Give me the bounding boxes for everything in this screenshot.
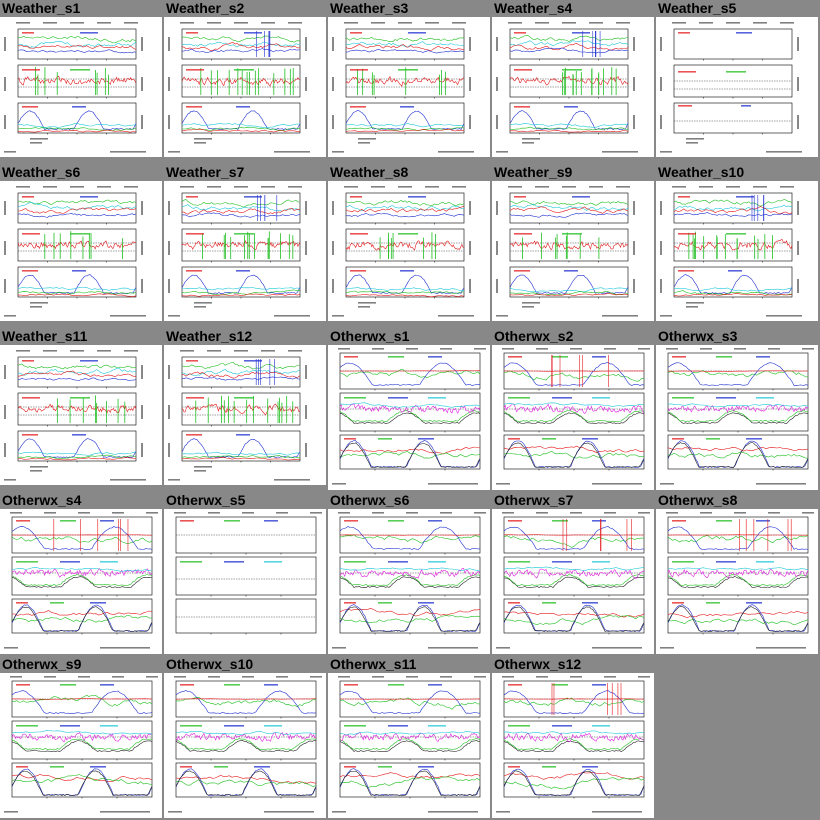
thumbnail-tile[interactable]: Weather_s9: [492, 164, 656, 328]
thumbnail-title: Otherwx_s1: [330, 328, 409, 344]
thumbnail-plot-graphic: [492, 181, 654, 321]
thumbnail-tile[interactable]: Weather_s2: [164, 0, 328, 164]
thumbnail-tile[interactable]: Weather_s7: [164, 164, 328, 328]
thumbnail-tile[interactable]: Otherwx_s5: [164, 492, 328, 656]
thumbnail-plot-graphic: [328, 17, 490, 157]
thumbnail-plot-image[interactable]: [164, 345, 326, 485]
thumbnail-plot-graphic: [164, 509, 326, 654]
thumbnail-plot-graphic: [656, 17, 818, 157]
thumbnail-plot-graphic: [492, 17, 654, 157]
thumbnail-plot-graphic: [164, 181, 326, 321]
thumbnail-title: Otherwx_s12: [494, 656, 581, 672]
thumbnail-plot-graphic: [0, 181, 162, 321]
thumbnail-title: Weather_s4: [494, 0, 572, 16]
thumbnail-tile[interactable]: Otherwx_s3: [656, 328, 820, 492]
thumbnail-plot-graphic: [656, 509, 818, 654]
thumbnail-plot-image[interactable]: [328, 181, 490, 321]
thumbnail-title: Otherwx_s8: [658, 492, 737, 508]
thumbnail-plot-image[interactable]: [492, 345, 654, 490]
thumbnail-title: Weather_s7: [166, 164, 244, 180]
thumbnail-tile[interactable]: Otherwx_s8: [656, 492, 820, 656]
thumbnail-title: Weather_s8: [330, 164, 408, 180]
thumbnail-plot-image[interactable]: [656, 345, 818, 490]
thumbnail-plot-graphic: [0, 673, 162, 818]
thumbnail-title: Otherwx_s2: [494, 328, 573, 344]
thumbnail-plot-graphic: [164, 345, 326, 485]
thumbnail-title: Otherwx_s6: [330, 492, 409, 508]
thumbnail-plot-graphic: [328, 509, 490, 654]
thumbnail-plot-image[interactable]: [0, 345, 162, 485]
thumbnail-title: Weather_s3: [330, 0, 408, 16]
thumbnail-title: Weather_s6: [2, 164, 80, 180]
thumbnail-plot-image[interactable]: [164, 181, 326, 321]
thumbnail-tile[interactable]: Weather_s4: [492, 0, 656, 164]
thumbnail-title: Weather_s2: [166, 0, 244, 16]
thumbnail-plot-image[interactable]: [656, 17, 818, 157]
thumbnail-plot-image[interactable]: [492, 673, 654, 818]
thumbnail-plot-image[interactable]: [656, 509, 818, 654]
thumbnail-title: Otherwx_s3: [658, 328, 737, 344]
thumbnail-tile[interactable]: Weather_s5: [656, 0, 820, 164]
thumbnail-plot-image[interactable]: [0, 17, 162, 157]
thumbnail-title: Otherwx_s4: [2, 492, 81, 508]
thumbnail-plot-graphic: [492, 345, 654, 490]
thumbnail-plot-image[interactable]: [0, 509, 162, 654]
thumbnail-plot-graphic: [328, 181, 490, 321]
thumbnail-tile[interactable]: Otherwx_s6: [328, 492, 492, 656]
thumbnail-title: Otherwx_s5: [166, 492, 245, 508]
thumbnail-plot-graphic: [164, 673, 326, 818]
thumbnail-plot-graphic: [656, 345, 818, 490]
thumbnail-plot-image[interactable]: [328, 17, 490, 157]
thumbnail-plot-graphic: [328, 673, 490, 818]
thumbnail-title: Otherwx_s7: [494, 492, 573, 508]
thumbnail-plot-image[interactable]: [492, 181, 654, 321]
thumbnail-tile[interactable]: Otherwx_s7: [492, 492, 656, 656]
thumbnail-tile[interactable]: Otherwx_s11: [328, 656, 492, 820]
thumbnail-plot-image[interactable]: [164, 17, 326, 157]
thumbnail-tile[interactable]: Weather_s1: [0, 0, 164, 164]
thumbnail-plot-image[interactable]: [0, 673, 162, 818]
thumbnail-plot-image[interactable]: [328, 345, 490, 490]
thumbnail-plot-image[interactable]: [164, 509, 326, 654]
thumbnail-title: Weather_s10: [658, 164, 744, 180]
thumbnail-title: Otherwx_s9: [2, 656, 81, 672]
thumbnail-plot-graphic: [164, 17, 326, 157]
thumbnail-tile[interactable]: Otherwx_s10: [164, 656, 328, 820]
thumbnail-tile[interactable]: Otherwx_s4: [0, 492, 164, 656]
thumbnail-plot-graphic: [492, 673, 654, 818]
thumbnail-tile[interactable]: Weather_s12: [164, 328, 328, 492]
thumbnail-tile[interactable]: Weather_s8: [328, 164, 492, 328]
thumbnail-plot-image[interactable]: [492, 509, 654, 654]
thumbnail-plot-graphic: [656, 181, 818, 321]
thumbnail-plot-image[interactable]: [328, 509, 490, 654]
thumbnail-tile[interactable]: Weather_s3: [328, 0, 492, 164]
thumbnail-tile[interactable]: Otherwx_s1: [328, 328, 492, 492]
thumbnail-plot-graphic: [492, 509, 654, 654]
thumbnail-plot-image[interactable]: [164, 673, 326, 818]
thumbnail-title: Weather_s5: [658, 0, 736, 16]
thumbnail-plot-graphic: [0, 17, 162, 157]
thumbnail-tile[interactable]: Otherwx_s2: [492, 328, 656, 492]
thumbnail-plot-image[interactable]: [656, 181, 818, 321]
thumbnail-title: Weather_s1: [2, 0, 80, 16]
thumbnail-title: Otherwx_s10: [166, 656, 253, 672]
thumbnail-tile[interactable]: Weather_s10: [656, 164, 820, 328]
thumbnail-tile[interactable]: Otherwx_s12: [492, 656, 656, 820]
thumbnail-plot-image[interactable]: [328, 673, 490, 818]
thumbnail-tile[interactable]: Weather_s6: [0, 164, 164, 328]
thumbnail-plot-image[interactable]: [492, 17, 654, 157]
thumbnail-plot-graphic: [328, 345, 490, 490]
thumbnail-plot-graphic: [0, 509, 162, 654]
thumbnail-title: Weather_s11: [2, 328, 87, 344]
thumbnail-tile[interactable]: Weather_s11: [0, 328, 164, 492]
thumbnail-title: Otherwx_s11: [330, 656, 416, 672]
thumbnail-tile[interactable]: Otherwx_s9: [0, 656, 164, 820]
thumbnail-title: Weather_s9: [494, 164, 572, 180]
thumbnail-plot-graphic: [0, 345, 162, 485]
thumbnail-title: Weather_s12: [166, 328, 252, 344]
thumbnail-plot-image[interactable]: [0, 181, 162, 321]
